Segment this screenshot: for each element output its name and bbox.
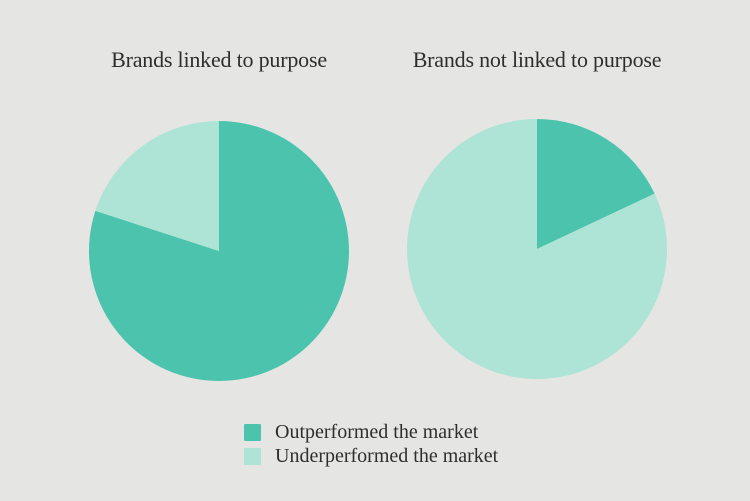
pie-slice-underperformed [407, 119, 667, 379]
pie-chart-not-linked [407, 119, 667, 379]
legend-label-underperformed: Underperformed the market [275, 444, 499, 467]
legend-swatch-underperformed [244, 447, 261, 465]
pie-title-linked: Brands linked to purpose [111, 47, 327, 72]
legend: Outperformed the market Underperformed t… [244, 420, 498, 468]
pie-slice-outperformed [89, 121, 349, 381]
legend-swatch-outperformed [244, 423, 261, 441]
pie-slice-underperformed [95, 121, 219, 251]
legend-item-underperformed: Underperformed the market [244, 444, 498, 468]
legend-item-outperformed: Outperformed the market [244, 420, 498, 444]
legend-label-outperformed: Outperformed the market [275, 420, 479, 443]
pie-slice-outperformed [537, 119, 655, 249]
pie-title-not-linked: Brands not linked to purpose [412, 47, 662, 72]
pie-chart-linked [89, 121, 349, 381]
